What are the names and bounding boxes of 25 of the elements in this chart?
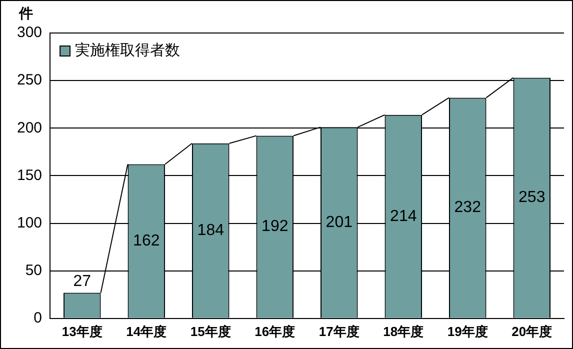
x-tick-label: 20年度 [512, 324, 552, 339]
data-label: 201 [326, 214, 353, 231]
legend-label: 実施権取得者数 [75, 42, 180, 60]
x-tick-label: 15年度 [190, 324, 231, 339]
x-tick-label: 19年度 [447, 324, 488, 339]
data-label: 214 [390, 208, 417, 225]
data-label: 162 [133, 232, 160, 250]
y-axis-title: 件 [18, 4, 33, 21]
x-tick-label: 18年度 [383, 324, 424, 339]
data-label: 184 [197, 222, 224, 240]
y-tick-label: 200 [16, 119, 42, 136]
data-label: 253 [518, 189, 546, 206]
y-tick-label: 50 [25, 262, 42, 279]
x-tick-label: 17年度 [318, 324, 360, 339]
x-tick-label: 16年度 [254, 324, 296, 339]
x-tick-label: 13年度 [62, 324, 102, 339]
y-tick-label: 100 [16, 214, 42, 232]
y-tick-label: 0 [34, 310, 42, 327]
y-tick-label: 300 [16, 24, 42, 42]
x-tick-label: 14年度 [126, 324, 167, 339]
y-tick-label: 250 [16, 72, 42, 89]
y-tick-label: 150 [16, 166, 42, 184]
data-label: 27 [73, 273, 92, 290]
data-label: 192 [262, 218, 288, 236]
data-label: 232 [454, 199, 482, 216]
